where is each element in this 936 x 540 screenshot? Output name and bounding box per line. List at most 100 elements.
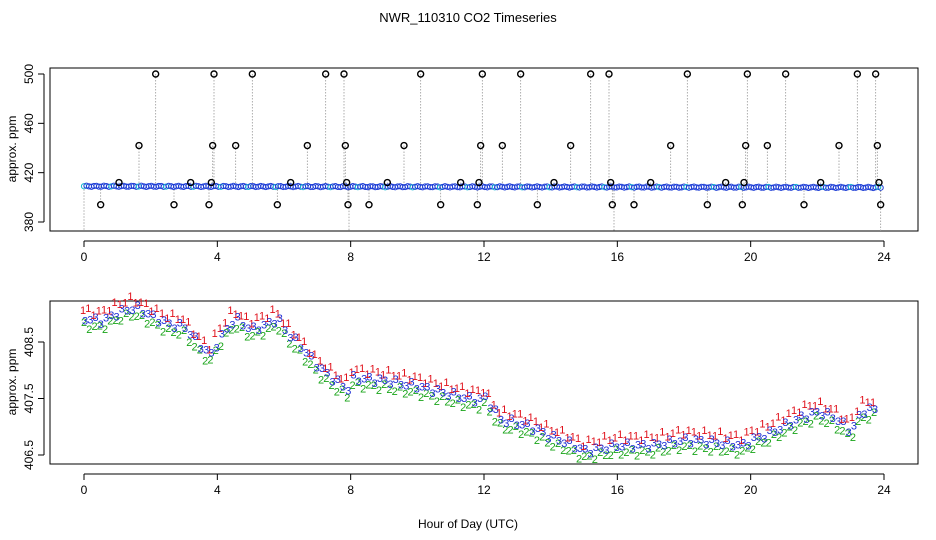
bottom-series-2-mark: 2 xyxy=(708,446,714,458)
bottom-series-2-mark: 2 xyxy=(555,438,561,450)
bottom-series-1-mark: 1 xyxy=(428,373,434,385)
bottom-series-3-mark: 3 xyxy=(266,317,272,329)
bottom-series-1-mark: 1 xyxy=(317,355,323,367)
bottom-series-1-mark: 1 xyxy=(749,425,755,437)
bottom-series-3-mark: 3 xyxy=(861,409,867,421)
bottom-series-1-mark: 1 xyxy=(364,369,370,381)
bottom-panel: 1231231231231231231231231231231231231231… xyxy=(5,291,919,497)
bottom-series-2-mark: 2 xyxy=(144,319,150,331)
bottom-series-1-mark: 1 xyxy=(206,345,212,357)
top-outlier-point xyxy=(186,178,195,187)
bottom-series-1-mark: 1 xyxy=(744,426,750,438)
bottom-series-1-mark: 1 xyxy=(243,311,249,323)
bottom-series-3-mark: 3 xyxy=(461,393,467,405)
bottom-series-3-mark: 3 xyxy=(667,434,673,446)
bottom-series-3-mark: 3 xyxy=(724,435,730,447)
bottom-series-3-mark: 3 xyxy=(672,438,678,450)
top-x-tick-label: 0 xyxy=(81,250,88,264)
bottom-series-1-mark: 1 xyxy=(306,348,312,360)
top-outlier-point xyxy=(703,201,712,209)
bottom-series-1-mark: 1 xyxy=(80,305,86,317)
bottom-series-2-mark: 2 xyxy=(102,324,108,336)
bottom-series-2-mark: 2 xyxy=(592,454,598,466)
bottom-series-2-mark: 2 xyxy=(407,387,413,399)
bottom-series-3-mark: 3 xyxy=(772,427,778,439)
top-outlier-point xyxy=(286,178,295,187)
bottom-series-3-mark: 3 xyxy=(582,444,588,456)
bottom-series-2-mark: 2 xyxy=(745,443,751,455)
bottom-series-3-mark: 3 xyxy=(688,438,694,450)
bottom-series-2-mark: 2 xyxy=(481,397,487,409)
bottom-series-3-mark: 3 xyxy=(445,391,451,403)
bottom-series-3-mark: 3 xyxy=(856,410,862,422)
bottom-x-tick-label: 16 xyxy=(611,483,625,497)
bottom-series-1-mark: 1 xyxy=(586,434,592,446)
top-outlier-point xyxy=(871,70,880,78)
bottom-series-3-mark: 3 xyxy=(214,343,220,355)
bottom-series-1-mark: 1 xyxy=(233,309,239,321)
bottom-series-2-mark: 2 xyxy=(581,451,587,463)
bottom-series-2-mark: 2 xyxy=(350,380,356,392)
bottom-series-3-mark: 3 xyxy=(177,318,183,330)
bottom-series-3-mark: 3 xyxy=(108,310,114,322)
bottom-series-2-mark: 2 xyxy=(128,312,134,324)
bottom-series-2-mark: 2 xyxy=(155,319,161,331)
bottom-series-3-mark: 3 xyxy=(324,368,330,380)
bottom-series-3-mark: 3 xyxy=(198,343,204,355)
bottom-series-3-mark: 3 xyxy=(345,386,351,398)
bottom-series-1-mark: 1 xyxy=(396,370,402,382)
bottom-series-2-mark: 2 xyxy=(797,417,803,429)
bottom-series-2-mark: 2 xyxy=(292,343,298,355)
bottom-series-2-mark: 2 xyxy=(587,451,593,463)
bottom-series-1-mark: 1 xyxy=(454,383,460,395)
bottom-series-3-mark: 3 xyxy=(819,411,825,423)
bottom-series-1-mark: 1 xyxy=(185,316,191,328)
bottom-series-2-mark: 2 xyxy=(318,374,324,386)
bottom-series-3-mark: 3 xyxy=(156,317,162,329)
top-outlier-point xyxy=(875,178,883,187)
bottom-series-3-mark: 3 xyxy=(577,443,583,455)
bottom-series-3-mark: 3 xyxy=(503,418,509,430)
bottom-series-2-mark: 2 xyxy=(239,322,245,334)
bottom-series-2-mark: 2 xyxy=(644,447,650,459)
bottom-series-2-mark: 2 xyxy=(444,397,450,409)
bottom-series-3-mark: 3 xyxy=(430,388,436,400)
top-panel: 0 4 8 12 16 20 24 380 420 460 500 approx. ppm xyxy=(5,64,919,264)
bottom-series-3-mark: 3 xyxy=(419,381,425,393)
bottom-series-1-mark: 1 xyxy=(459,381,465,393)
bottom-series-3-mark: 3 xyxy=(498,415,504,427)
top-outlier-point xyxy=(498,141,507,150)
bottom-y-tick-label: 407.5 xyxy=(22,383,36,413)
bottom-series-2-mark: 2 xyxy=(328,380,334,392)
bottom-series-2-mark: 2 xyxy=(697,440,703,452)
bottom-series-1-mark: 1 xyxy=(775,411,781,423)
bottom-series-2-mark: 2 xyxy=(534,435,540,447)
bottom-series-2-mark: 2 xyxy=(297,344,303,356)
bottom-series-1-mark: 1 xyxy=(238,311,244,323)
top-y-tick-label: 460 xyxy=(22,113,36,133)
bottom-series-3-mark: 3 xyxy=(767,425,773,437)
bottom-series-3-mark: 3 xyxy=(408,377,414,389)
bottom-series-2-mark: 2 xyxy=(629,445,635,457)
top-outlier-point xyxy=(683,70,692,78)
bottom-series-3-mark: 3 xyxy=(277,313,283,325)
bottom-series-2-mark: 2 xyxy=(413,385,419,397)
bottom-series-3-mark: 3 xyxy=(630,443,636,455)
bottom-series-1-mark: 1 xyxy=(90,310,96,322)
top-outlier-point xyxy=(342,178,351,187)
bottom-series-1-mark: 1 xyxy=(96,305,102,317)
bottom-series-2-mark: 2 xyxy=(170,327,176,339)
bottom-series-2-mark: 2 xyxy=(608,450,614,462)
bottom-series-1-mark: 1 xyxy=(417,372,423,384)
bottom-series-1-mark: 1 xyxy=(101,305,107,317)
bottom-plot-frame xyxy=(49,300,919,465)
bottom-series-3-mark: 3 xyxy=(329,376,335,388)
bottom-series-3-mark: 3 xyxy=(403,380,409,392)
top-outlier-point xyxy=(646,178,655,187)
bottom-series-3-mark: 3 xyxy=(603,445,609,457)
bottom-series-1-mark: 1 xyxy=(154,303,160,315)
bottom-series-3-mark: 3 xyxy=(540,427,546,439)
bottom-series-2-mark: 2 xyxy=(850,432,856,444)
bottom-series-1-mark: 1 xyxy=(169,308,175,320)
